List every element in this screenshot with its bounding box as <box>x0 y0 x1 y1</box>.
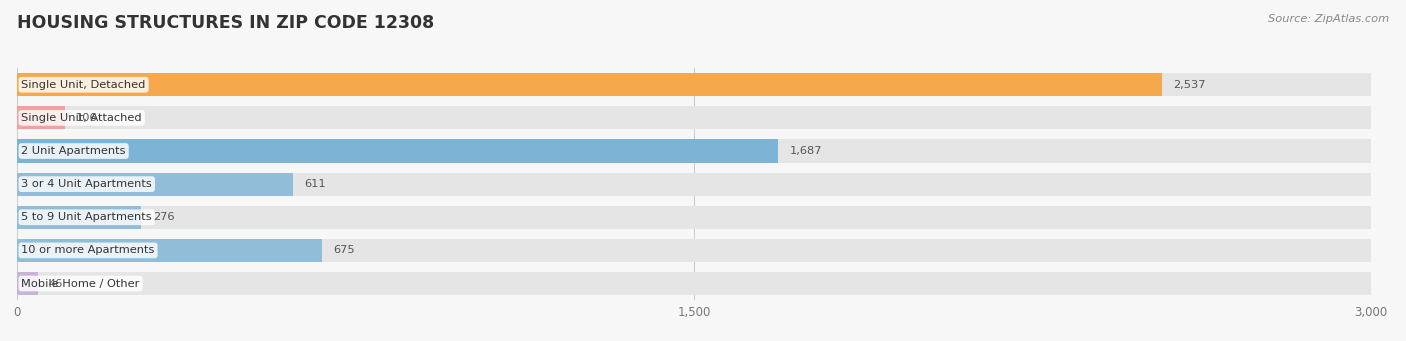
Bar <box>17 272 38 295</box>
Bar <box>17 206 142 229</box>
Bar <box>17 272 1371 295</box>
Bar <box>17 173 1371 196</box>
Bar <box>17 139 779 163</box>
Text: 2,537: 2,537 <box>1173 80 1206 90</box>
Text: 611: 611 <box>304 179 326 189</box>
Text: 10 or more Apartments: 10 or more Apartments <box>21 246 155 255</box>
Bar <box>17 239 1371 262</box>
Text: 1,687: 1,687 <box>790 146 823 156</box>
Text: HOUSING STRUCTURES IN ZIP CODE 12308: HOUSING STRUCTURES IN ZIP CODE 12308 <box>17 14 434 32</box>
Text: 106: 106 <box>76 113 97 123</box>
Text: 276: 276 <box>153 212 174 222</box>
Text: 46: 46 <box>49 279 63 288</box>
Text: Source: ZipAtlas.com: Source: ZipAtlas.com <box>1268 14 1389 24</box>
Bar <box>17 239 322 262</box>
Bar <box>17 106 1371 130</box>
Text: 675: 675 <box>333 246 354 255</box>
Text: Single Unit, Detached: Single Unit, Detached <box>21 80 146 90</box>
Bar <box>17 73 1161 97</box>
Bar <box>17 73 1371 97</box>
Text: 5 to 9 Unit Apartments: 5 to 9 Unit Apartments <box>21 212 152 222</box>
Bar <box>17 106 65 130</box>
Text: Mobile Home / Other: Mobile Home / Other <box>21 279 139 288</box>
Text: 3 or 4 Unit Apartments: 3 or 4 Unit Apartments <box>21 179 152 189</box>
Bar <box>17 206 1371 229</box>
Text: 2 Unit Apartments: 2 Unit Apartments <box>21 146 127 156</box>
Bar <box>17 139 1371 163</box>
Text: Single Unit, Attached: Single Unit, Attached <box>21 113 142 123</box>
Bar <box>17 173 292 196</box>
